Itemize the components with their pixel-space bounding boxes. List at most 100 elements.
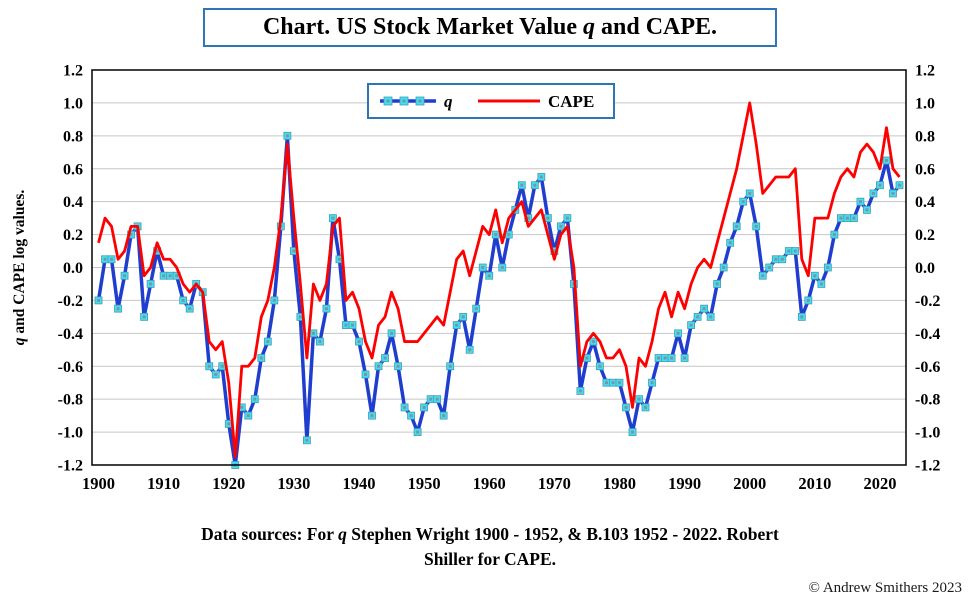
q-marker-center <box>409 414 413 418</box>
q-marker-center <box>709 315 713 319</box>
q-marker-center <box>565 216 569 220</box>
q-marker-center <box>97 298 101 302</box>
q-marker-center <box>813 274 817 278</box>
y-tick-label-left: -0.4 <box>58 326 83 343</box>
q-marker-center <box>650 381 654 385</box>
q-marker-center <box>155 249 159 253</box>
legend-q-marker-center <box>418 99 422 103</box>
q-marker-center <box>689 323 693 327</box>
legend-q-label: q <box>444 92 453 111</box>
q-marker-center <box>129 233 133 237</box>
q-marker-center <box>390 331 394 335</box>
q-marker-center <box>780 257 784 261</box>
q-marker-center <box>832 233 836 237</box>
q-marker-center <box>474 307 478 311</box>
q-marker-center <box>468 348 472 352</box>
legend-cape-label: CAPE <box>548 92 594 111</box>
q-marker-center <box>637 397 641 401</box>
q-marker-center <box>793 249 797 253</box>
y-tick-label-left: 1.0 <box>63 95 83 112</box>
q-marker-center <box>246 414 250 418</box>
x-tick-label: 1920 <box>212 474 245 493</box>
q-marker-center <box>370 414 374 418</box>
q-marker-center <box>162 274 166 278</box>
q-marker-center <box>500 266 504 269</box>
q-marker-center <box>604 381 608 385</box>
y-tick-label-right: -0.2 <box>915 293 940 310</box>
cape-series-line <box>97 101 901 459</box>
q-marker-center <box>578 389 582 393</box>
q-marker-center <box>897 183 901 187</box>
q-marker-center <box>539 175 543 179</box>
y-tick-label-right: 1.2 <box>915 63 935 80</box>
q-marker-center <box>253 397 257 401</box>
q-marker-center <box>344 323 348 327</box>
q-marker-center <box>331 216 335 220</box>
y-tick-label-right: 0.2 <box>915 227 935 244</box>
y-axis-title: q and CAPE log values. <box>11 190 28 346</box>
y-tick-label-left: -1.0 <box>58 425 83 442</box>
plot-border <box>91 69 907 466</box>
q-marker-center <box>624 405 628 409</box>
q-marker-center <box>670 356 674 360</box>
q-marker-center <box>311 331 315 335</box>
y-tick-label-right: -0.8 <box>915 392 940 409</box>
q-marker-center <box>871 191 875 195</box>
q-marker-center <box>305 438 309 442</box>
q-marker-center <box>865 208 869 212</box>
q-marker-center <box>748 191 752 195</box>
q-marker-center <box>617 381 621 385</box>
q-marker-center <box>272 298 276 302</box>
y-tick-label-left: -0.2 <box>58 293 83 310</box>
q-marker-center <box>878 183 882 187</box>
chart-title: Chart. US Stock Market Value q and CAPE. <box>202 8 778 47</box>
q-marker-center <box>845 216 849 220</box>
x-tick-label: 1990 <box>668 474 701 493</box>
copyright-notice: © Andrew Smithers 2023 <box>808 580 962 596</box>
q-marker-center <box>585 356 589 360</box>
q-marker-center <box>852 216 856 220</box>
q-marker-center <box>800 315 804 319</box>
x-tick-label: 1980 <box>603 474 636 493</box>
legend-q-marker-center <box>402 99 406 103</box>
q-marker-center <box>110 257 114 261</box>
q-marker-center <box>285 134 289 138</box>
q-marker-center <box>357 340 361 344</box>
q-marker-center <box>520 183 524 187</box>
y-tick-label-right: 0.4 <box>915 194 935 211</box>
q-marker-center <box>422 405 426 409</box>
q-marker-center <box>630 430 634 434</box>
q-marker-center <box>611 381 615 385</box>
q-marker-center <box>429 397 433 401</box>
q-marker-center <box>116 307 120 311</box>
y-tick-label-left: 0.0 <box>63 260 83 277</box>
q-marker-center <box>377 364 381 368</box>
q-marker-center <box>546 216 550 220</box>
q-marker-center <box>383 356 387 360</box>
q-marker-center <box>696 315 700 319</box>
q-marker-center <box>591 340 595 344</box>
q-marker-center <box>715 282 719 286</box>
q-marker-center <box>350 323 354 327</box>
q-marker-center <box>858 200 862 204</box>
y-tick-label-left: -0.8 <box>58 392 83 409</box>
q-marker-center <box>123 274 127 278</box>
q-marker-center <box>702 307 706 311</box>
legend-q-marker-center <box>386 99 390 103</box>
q-marker-center <box>181 298 185 302</box>
q-marker-center <box>683 356 687 360</box>
y-tick-label-left: 0.2 <box>63 227 83 244</box>
y-tick-label-right: -1.2 <box>915 458 940 475</box>
q-marker-center <box>149 282 153 286</box>
q-marker-center <box>481 266 485 269</box>
y-tick-label-right: 0.8 <box>915 128 935 145</box>
y-tick-label-left: -0.6 <box>58 359 83 376</box>
q-marker-center <box>728 241 732 245</box>
y-tick-label-right: -1.0 <box>915 425 940 442</box>
y-tick-label-right: 0.6 <box>915 161 935 178</box>
q-marker-center <box>735 224 739 228</box>
q-marker-center <box>207 364 211 368</box>
x-axis-tick-labels: 1900 1910 1920 1930 1940 1950 1960 1970 1980 1990… <box>82 474 896 493</box>
q-marker-center <box>292 249 296 253</box>
